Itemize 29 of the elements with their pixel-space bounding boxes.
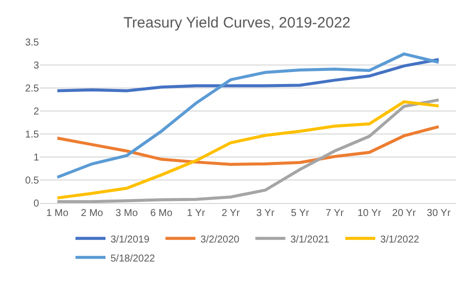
y-tick-label: 3.5 — [25, 38, 40, 48]
legend-label: 3/1/2022 — [380, 234, 420, 246]
legend-label: 3/2/2020 — [200, 234, 240, 246]
y-tick-label: 0.5 — [25, 176, 40, 186]
line-series — [56, 58, 440, 92]
x-tick-label: 1 Mo — [46, 208, 69, 219]
x-tick-label: 2 Mo — [80, 208, 104, 219]
legend-label: 3/1/2021 — [290, 234, 330, 246]
line-series — [56, 125, 440, 166]
y-tick-label: 2 — [33, 106, 40, 118]
chart-title: Treasury Yield Curves, 2019-2022 — [123, 14, 351, 32]
y-tick-label: 1 — [33, 152, 40, 164]
legend-label: 5/18/2022 — [110, 253, 156, 264]
x-tick-label: 6 Mo — [150, 208, 173, 219]
x-tick-label: 5 Yr — [290, 208, 310, 219]
x-tick-label: 10 Yr — [357, 208, 382, 219]
y-tick-label: 0 — [33, 198, 40, 210]
line-series — [56, 52, 440, 179]
x-tick-label: 3 Mo — [116, 208, 138, 219]
x-tick-label: 3 Yr — [256, 208, 276, 219]
y-tick-label: 3 — [33, 60, 40, 72]
x-tick-label: 20 Yr — [392, 208, 417, 219]
y-tick-label: 2.5 — [25, 84, 40, 94]
y-tick-label: 1.5 — [25, 130, 40, 140]
x-tick-label: 30 Yr — [426, 208, 452, 219]
x-tick-label: 1 Yr — [186, 208, 206, 219]
legend-label: 3/1/2019 — [110, 234, 150, 246]
x-tick-label: 7 Yr — [326, 208, 344, 219]
x-tick-label: 2 Yr — [222, 208, 240, 219]
